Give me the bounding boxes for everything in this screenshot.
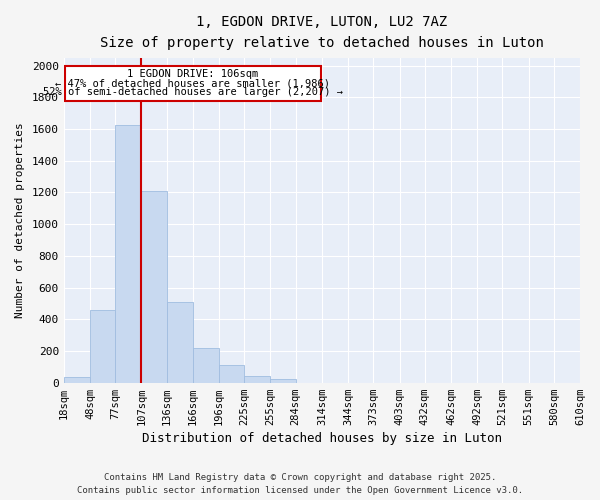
Bar — [244, 376, 271, 382]
Bar — [193, 348, 219, 382]
Bar — [167, 302, 193, 382]
Text: Contains HM Land Registry data © Crown copyright and database right 2025.
Contai: Contains HM Land Registry data © Crown c… — [77, 474, 523, 495]
Bar — [65, 66, 321, 100]
Bar — [115, 125, 142, 382]
Bar — [219, 366, 244, 382]
Bar — [271, 378, 296, 382]
Bar — [90, 310, 115, 382]
Title: 1, EGDON DRIVE, LUTON, LU2 7AZ
Size of property relative to detached houses in L: 1, EGDON DRIVE, LUTON, LU2 7AZ Size of p… — [100, 15, 544, 50]
Text: 52% of semi-detached houses are larger (2,207) →: 52% of semi-detached houses are larger (… — [43, 87, 343, 97]
Y-axis label: Number of detached properties: Number of detached properties — [15, 122, 25, 318]
Text: ← 47% of detached houses are smaller (1,986): ← 47% of detached houses are smaller (1,… — [55, 78, 331, 88]
X-axis label: Distribution of detached houses by size in Luton: Distribution of detached houses by size … — [142, 432, 502, 445]
Bar — [64, 377, 90, 382]
Text: 1 EGDON DRIVE: 106sqm: 1 EGDON DRIVE: 106sqm — [127, 70, 259, 80]
Bar — [142, 191, 167, 382]
